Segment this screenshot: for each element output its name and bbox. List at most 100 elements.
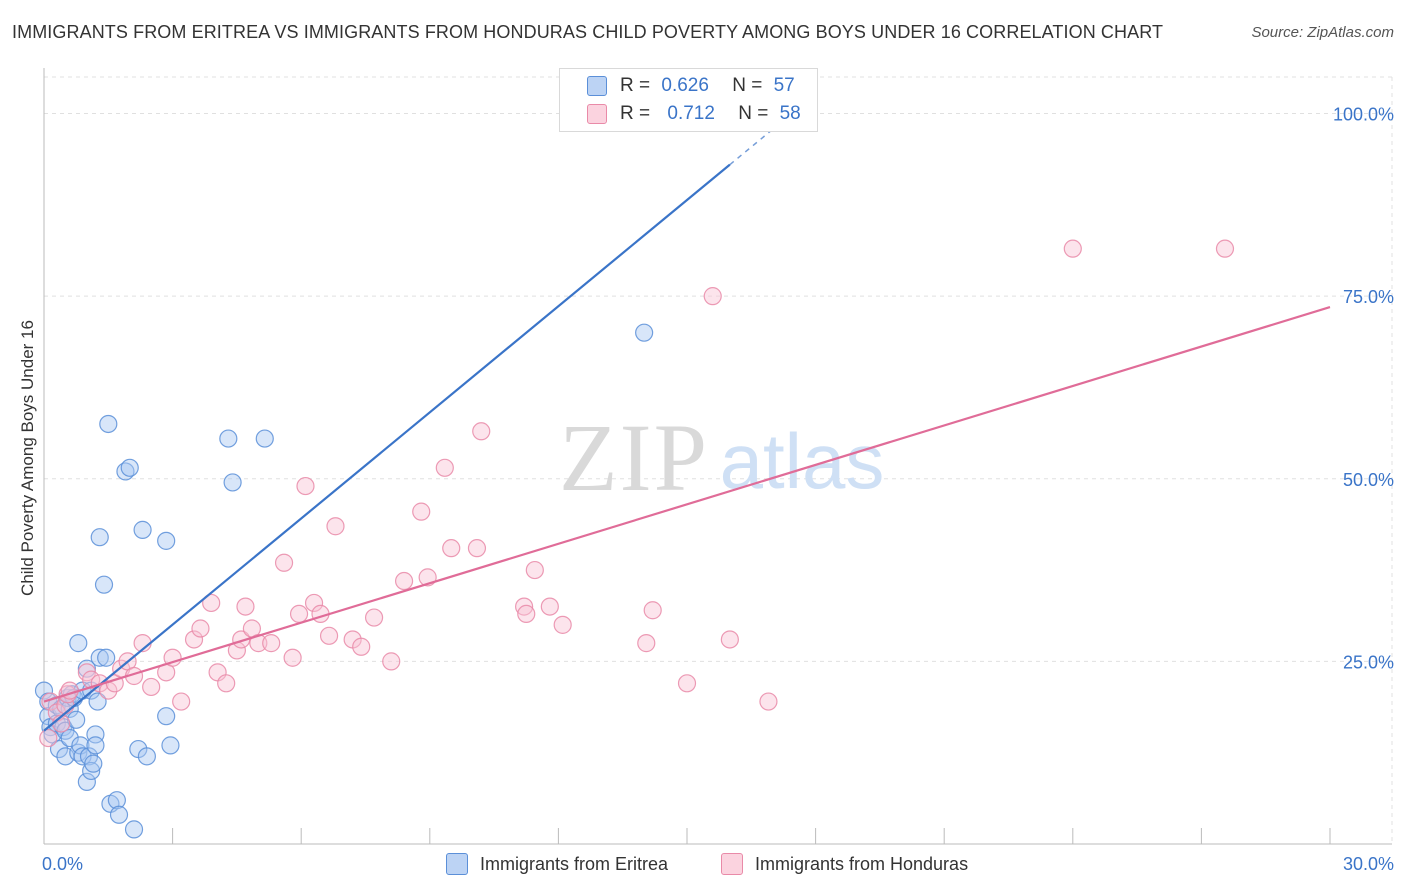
eritrea-point: [73, 747, 92, 766]
eritrea-point: [255, 429, 274, 448]
eritrea-point: [120, 458, 139, 477]
honduras-swatch: [587, 104, 607, 124]
eritrea-point: [94, 575, 114, 594]
eritrea-point: [161, 736, 180, 755]
grid-lines: [44, 76, 1393, 844]
watermark-zip: ZIP: [559, 404, 709, 511]
tick-labels: 25.0% 50.0% 75.0% 100.0% 0.0% 30.0%: [42, 105, 1394, 874]
watermark-atlas: atlas: [720, 417, 885, 505]
eritrea-point: [157, 707, 176, 726]
chart-title: IMMIGRANTS FROM ERITREA VS IMMIGRANTS FR…: [12, 22, 1164, 42]
eritrea-point: [49, 739, 69, 759]
series-legend-honduras: Immigrants from Honduras: [721, 852, 968, 876]
honduras-regression-line: [43, 306, 1331, 703]
eritrea-point: [77, 772, 96, 792]
y-tick-label: 100.0%: [1333, 105, 1394, 125]
eritrea-point: [86, 736, 105, 755]
y-tick-label: 75.0%: [1343, 287, 1394, 307]
eritrea-point: [223, 473, 242, 492]
honduras-point: [515, 597, 534, 616]
correlation-legend: R = 0.626 N = 57 R = 0.712 N = 58: [559, 68, 818, 132]
eritrea-point: [90, 648, 109, 667]
honduras-point: [435, 458, 454, 477]
eritrea-point: [60, 728, 79, 748]
r-value-eritrea: 0.626: [661, 75, 709, 96]
n-value-eritrea: 57: [773, 75, 795, 96]
source-label: Source: ZipAtlas.com: [1251, 24, 1394, 41]
honduras-point: [184, 630, 204, 649]
eritrea-point: [82, 761, 101, 781]
honduras-point: [394, 571, 414, 591]
honduras-point: [1063, 239, 1082, 258]
honduras-point: [191, 619, 210, 638]
honduras-point: [540, 597, 559, 616]
eritrea-point: [34, 681, 54, 700]
eritrea-point: [90, 528, 109, 547]
honduras-point: [467, 539, 487, 558]
r-value-honduras: 0.712: [667, 103, 715, 124]
eritrea-point: [133, 520, 152, 539]
honduras-point: [262, 634, 281, 653]
honduras-point: [304, 593, 324, 613]
eritrea-point: [124, 820, 144, 839]
n-label: N =: [732, 75, 763, 96]
eritrea-regression-extension: [729, 128, 774, 166]
eritrea-swatch: [587, 76, 607, 96]
honduras-point: [274, 553, 294, 572]
honduras-point: [163, 648, 182, 667]
honduras-point: [759, 692, 778, 711]
series-legend-eritrea: Immigrants from Eritrea: [446, 852, 668, 876]
honduras-point: [637, 634, 656, 653]
honduras-point: [643, 601, 662, 620]
honduras-point: [319, 626, 339, 645]
watermark: ZIP atlas: [559, 404, 884, 511]
honduras-point: [677, 674, 697, 693]
honduras-point: [236, 597, 255, 616]
eritrea-point: [67, 710, 86, 729]
honduras-point: [249, 634, 268, 653]
eritrea-point: [109, 805, 129, 824]
honduras-legend-swatch: [721, 853, 743, 875]
regression-lines: [43, 128, 1331, 732]
y-tick-label: 50.0%: [1343, 470, 1394, 490]
r-label: R =: [620, 75, 651, 96]
honduras-point: [412, 502, 431, 521]
n-value-honduras: 58: [779, 103, 801, 124]
honduras-point: [364, 608, 384, 627]
honduras-legend-label: Immigrants from Honduras: [755, 853, 969, 874]
x-tick-label-max: 30.0%: [1343, 854, 1394, 874]
eritrea-legend-swatch: [446, 853, 468, 875]
honduras-point: [472, 422, 491, 441]
honduras-point: [352, 637, 371, 656]
eritrea-point: [99, 414, 118, 434]
r-label: R =: [620, 103, 651, 124]
honduras-point: [553, 615, 572, 634]
n-label: N =: [738, 103, 769, 124]
eritrea-point: [69, 634, 88, 653]
eritrea-point: [84, 754, 103, 773]
honduras-point: [142, 677, 161, 697]
honduras-point: [326, 517, 345, 536]
honduras-point: [172, 692, 191, 711]
honduras-point: [39, 728, 58, 748]
data-points: [34, 239, 1235, 839]
eritrea-regression-line: [43, 163, 731, 732]
honduras-point: [525, 560, 544, 580]
eritrea-point: [88, 692, 107, 711]
y-tick-label: 25.0%: [1343, 652, 1394, 672]
eritrea-point: [97, 648, 116, 667]
honduras-point: [703, 287, 722, 306]
eritrea-point: [107, 791, 126, 810]
honduras-point: [517, 604, 536, 624]
eritrea-point: [157, 531, 176, 550]
honduras-point: [283, 648, 302, 667]
honduras-point: [1215, 239, 1235, 258]
honduras-point: [202, 593, 221, 613]
eritrea-legend-label: Immigrants from Eritrea: [480, 853, 669, 874]
eritrea-point: [635, 323, 654, 342]
honduras-point: [442, 539, 461, 558]
honduras-point: [382, 652, 401, 671]
axes: [43, 68, 1392, 845]
honduras-point: [720, 630, 739, 649]
